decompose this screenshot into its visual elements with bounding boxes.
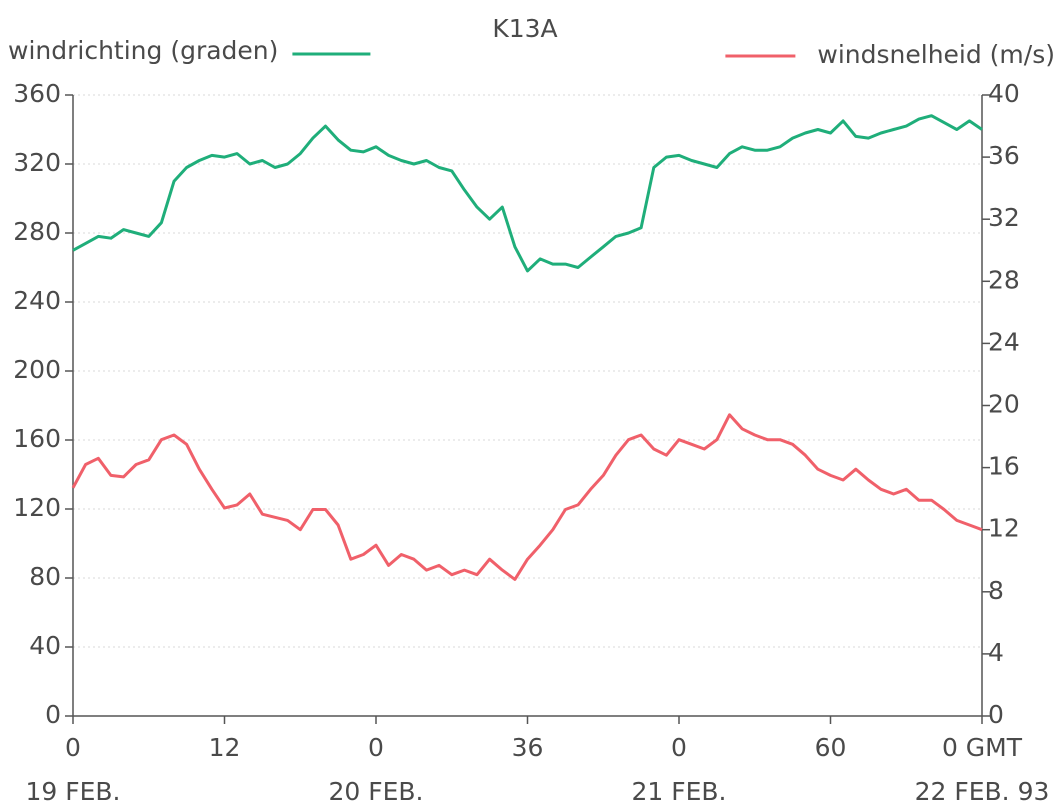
date-label: 20 FEB. <box>328 777 423 806</box>
y-tick-label: 0 <box>45 700 61 729</box>
y2-tick-label: 28 <box>988 265 1020 294</box>
y-tick-label: 360 <box>13 79 61 108</box>
chart-title: K13A <box>492 14 557 43</box>
x-tick-label: 0 <box>65 733 81 762</box>
y2-tick-label: 8 <box>988 576 1004 605</box>
data-line <box>72 114 983 273</box>
y2-tick-label: 16 <box>988 452 1020 481</box>
x-tick-label: 60 <box>815 733 847 762</box>
date-label: 22 FEB. 93 <box>915 777 1050 806</box>
x-tick-label: 0 <box>368 733 384 762</box>
y-tick-label: 120 <box>13 493 61 522</box>
y-tick-label: 80 <box>29 562 61 591</box>
y2-tick-label: 0 <box>988 700 1004 729</box>
x-tick-label: 12 <box>209 733 241 762</box>
y-tick-label: 200 <box>13 355 61 384</box>
y-tick-label: 320 <box>13 148 61 177</box>
y-tick-label: 160 <box>13 424 61 453</box>
y2-tick-label: 4 <box>988 638 1004 667</box>
x-tick-label: 36 <box>512 733 544 762</box>
data-line <box>71 413 983 581</box>
y2-tick-label: 24 <box>988 327 1020 356</box>
y2-tick-label: 40 <box>988 79 1020 108</box>
y2-tick-label: 32 <box>988 203 1020 232</box>
x-tick-label: 0 <box>671 733 687 762</box>
date-label: 19 FEB. <box>25 777 120 806</box>
x-tick-label: 0 GMT <box>942 733 1023 762</box>
y-tick-label: 280 <box>13 217 61 246</box>
legend-label: windrichting (graden) <box>8 36 278 65</box>
y2-tick-label: 20 <box>988 390 1020 419</box>
y-tick-label: 240 <box>13 286 61 315</box>
y2-tick-label: 12 <box>988 514 1020 543</box>
y2-tick-label: 36 <box>988 141 1020 170</box>
legend-label: windsnelheid (m/s) <box>817 40 1055 69</box>
date-label: 21 FEB. <box>631 777 726 806</box>
y-tick-label: 40 <box>29 631 61 660</box>
